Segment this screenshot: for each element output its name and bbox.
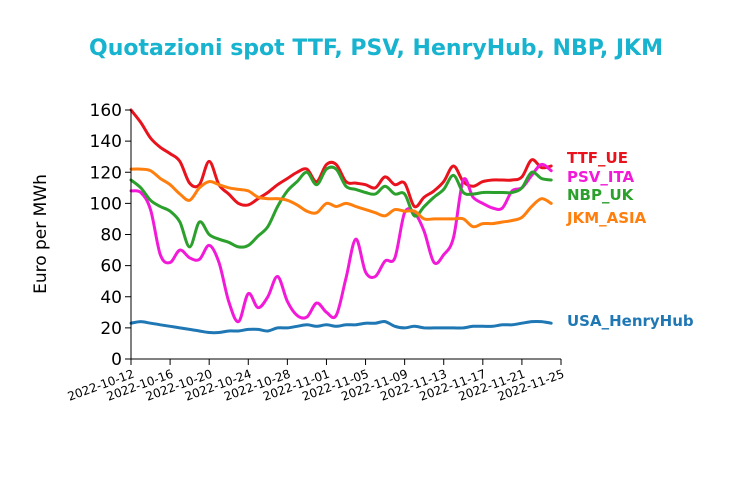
y-tick-label: 0: [111, 350, 122, 370]
series-line-nbp_uk: [129, 165, 553, 249]
y-tick-label: 20: [100, 319, 122, 339]
y-tick-label: 100: [90, 194, 122, 214]
y-tick-label: 80: [100, 226, 122, 246]
y-tick-label: 140: [90, 132, 122, 152]
legend-label-ttf_ue: TTF_UE: [567, 149, 628, 167]
series-line-jkm_asia: [129, 167, 553, 229]
legend-label-nbp_uk: NBP_UK: [567, 186, 635, 204]
legend-label-psv_ita: PSV_ITA: [567, 168, 635, 186]
y-tick-label: 60: [100, 257, 122, 277]
y-axis: 0 20 40 60 80 100 120 140 160: [90, 101, 132, 370]
chart-title: Quotazioni spot TTF, PSV, HenryHub, NBP,…: [89, 36, 663, 61]
legend-label-usa_henryhub: USA_HenryHub: [567, 312, 694, 330]
y-axis-label: Euro per MWh: [31, 174, 51, 294]
y-tick-label: 160: [90, 101, 122, 121]
series-line-usa_henryhub: [129, 319, 553, 335]
legend-label-jkm_asia: JKM_ASIA: [566, 209, 647, 227]
y-tick-label: 120: [90, 163, 122, 183]
y-tick-label: 40: [100, 288, 122, 308]
plot-lines: [129, 108, 553, 335]
x-axis: 2022-10-122022-10-162022-10-202022-10-24…: [66, 358, 566, 404]
series-line-ttf_ue: [129, 108, 553, 209]
series-line-psv_ita: [129, 162, 553, 324]
